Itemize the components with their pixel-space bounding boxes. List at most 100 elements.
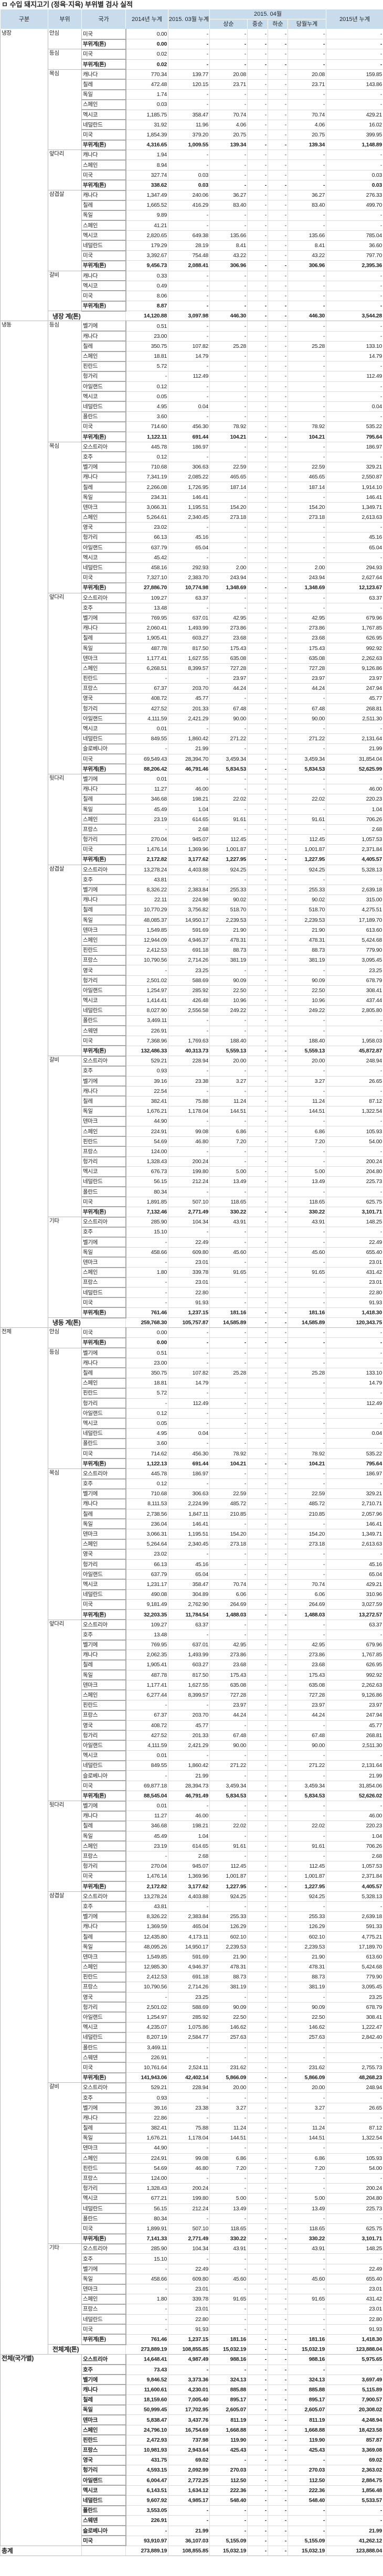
value-ytd-2015: 91.93 [326, 1297, 383, 1308]
value-apr-late: - [268, 2354, 288, 2365]
table-row: 스페인 224.91 99.08 6.86- -6.86 105.93 [1, 1126, 383, 1137]
value-ytd-2015: 23.01 [326, 2283, 383, 2295]
value-apr-early: - [209, 2173, 248, 2184]
value-apr-early: 14,585.89 [209, 1317, 248, 1328]
country-cell: 스페인 [81, 1539, 126, 1550]
value-apr-late: - [268, 2032, 288, 2043]
table-row: 덴마크 1,177.41 1,627.55 635.08- -635.08 2,262.6… [1, 1679, 383, 1691]
value-apr-late: - [268, 2404, 288, 2415]
value-ytd-2015: 23.25 [326, 965, 383, 976]
value-apr-early: 104.21 [209, 1458, 248, 1469]
value-mar-2015: 339.78 [168, 2294, 210, 2305]
value-apr-month-total: 2,239.53 [287, 1941, 327, 1952]
value-apr-mid: - [247, 150, 268, 161]
value-ytd-2014: 88,545.04 [125, 1790, 168, 1802]
value-apr-month-total: 330.22 [287, 2233, 327, 2244]
value-ytd-2014: 2,820.65 [125, 230, 168, 241]
value-mar-2015: 11,784.54 [168, 1609, 210, 1620]
part-cell: 목심 [48, 441, 82, 593]
value-apr-early: 273.18 [209, 512, 248, 523]
value-ytd-2015: 795.64 [326, 431, 383, 442]
part-cell: 안심 [48, 1327, 82, 1348]
value-ytd-2014: 5,264.61 [125, 512, 168, 523]
value-apr-late: - [268, 1317, 288, 1328]
value-apr-mid: - [247, 2283, 268, 2295]
country-cell: 헝가리 [81, 2002, 126, 2013]
value-apr-month-total: 36.27 [287, 189, 327, 201]
value-apr-mid: - [247, 2444, 268, 2456]
value-mar-2015: 358.47 [168, 109, 210, 120]
value-ytd-2014: 109.27 [125, 592, 168, 603]
value-ytd-2015: 1,767.85 [326, 623, 383, 634]
value-apr-month-total: - [287, 743, 327, 754]
value-apr-late: - [268, 1639, 288, 1651]
value-apr-early: 112.50 [209, 2475, 248, 2486]
table-row: 네덜란드 849.55 1,860.42 271.22- -271.22 2,131.64 [1, 1760, 383, 1771]
value-apr-mid: - [247, 1015, 268, 1026]
value-apr-mid: - [247, 169, 268, 180]
value-mar-2015: 46.80 [168, 1136, 210, 1147]
value-apr-mid: - [247, 411, 268, 422]
value-ytd-2015: 87.12 [326, 2122, 383, 2134]
value-apr-mid: - [247, 1589, 268, 1600]
value-apr-early: 1,227.95 [209, 1881, 248, 1892]
subtotal-label: 부위계(톤) [81, 1609, 126, 1621]
subtotal-label: 부위계(톤) [81, 1206, 126, 1218]
country-cell: 아일랜드 [81, 542, 126, 553]
value-ytd-2014: - [125, 1237, 168, 1248]
value-ytd-2014: 9,607.92 [125, 2495, 168, 2506]
country-cell: 칠레 [81, 633, 126, 644]
value-ytd-2014: 132,486.33 [125, 1045, 168, 1057]
value-apr-month-total: - [287, 441, 327, 452]
value-mar-2015: 198.21 [168, 1821, 210, 1832]
value-ytd-2014: 1,891.85 [125, 1196, 168, 1207]
value-apr-late: - [268, 1367, 288, 1379]
value-apr-early: - [209, 874, 248, 885]
value-apr-month-total: 727.28 [287, 1689, 327, 1701]
value-apr-early: 15,032.19 [209, 2545, 248, 2557]
value-mar-2015: 945.07 [168, 1861, 210, 1872]
value-apr-month-total: 231.62 [287, 2062, 327, 2073]
value-apr-month-total: 811.19 [287, 2414, 327, 2425]
value-ytd-2015: 247.94 [326, 683, 383, 694]
table-row: 삼겹살 오스트리아 13,278.24 4,403.88 924.25- -924.25 5… [1, 1891, 383, 2083]
value-apr-late: - [268, 250, 288, 261]
value-apr-early: 20.75 [209, 129, 248, 141]
table-row: 스페인 12,985.30 4,946.37 478.31- -478.31 5,424.… [1, 1961, 383, 1973]
value-apr-mid: - [247, 2404, 268, 2415]
value-apr-month-total: - [287, 1518, 327, 1529]
value-ytd-2014: 9,846.52 [125, 2374, 168, 2385]
value-apr-mid: - [247, 472, 268, 483]
value-ytd-2015: 308.41 [326, 2011, 383, 2023]
value-mar-2015: 46.00 [168, 784, 210, 795]
value-ytd-2015: 3,369.08 [326, 2444, 383, 2456]
value-apr-late: - [268, 1085, 288, 1097]
value-apr-late: - [268, 230, 288, 241]
value-apr-late: - [268, 673, 288, 684]
value-ytd-2015: 9,126.86 [326, 663, 383, 674]
value-ytd-2014: - [125, 1770, 168, 1781]
value-ytd-2014: 7,341.19 [125, 472, 168, 483]
value-apr-late: - [268, 462, 288, 473]
country-cell: 프랑스 [81, 824, 126, 835]
value-apr-late: - [268, 129, 288, 141]
country-cell: 칠레 [81, 340, 126, 352]
value-apr-month-total: - [287, 784, 327, 795]
value-mar-2015: 14,950.17 [168, 914, 210, 925]
value-apr-mid: - [247, 1156, 268, 1167]
value-apr-month-total: - [287, 1830, 327, 1841]
value-apr-mid: - [247, 2072, 268, 2083]
value-ytd-2015: 5,424.68 [326, 1961, 383, 1973]
value-apr-late: - [268, 2444, 288, 2456]
value-ytd-2014: 45.49 [125, 1830, 168, 1841]
table-row: 헝가리 2,501.02 588.69 90.09- -90.09 678.79 [1, 975, 383, 986]
value-apr-month-total: - [287, 1720, 327, 1731]
country-total-row: 캐나다 11,600.61 4,230.01 885.88- -885.88 5,115.… [1, 2384, 383, 2396]
table-row: 기타 오스트리아 285.90 104.34 43.91- -43.91 148.25 [1, 2243, 383, 2345]
value-mar-2015: 200.24 [168, 1156, 210, 1167]
table-row: 뒷다리 벨기에 0.01- - - - - - [1, 773, 383, 865]
value-ytd-2015: 52,626.02 [326, 1790, 383, 1802]
table-row: 네덜란드 8,027.90 2,556.58 249.22- -249.22 2,805.… [1, 1005, 383, 1016]
value-mar-2015: 200.24 [168, 2183, 210, 2194]
value-apr-late: - [268, 794, 288, 805]
